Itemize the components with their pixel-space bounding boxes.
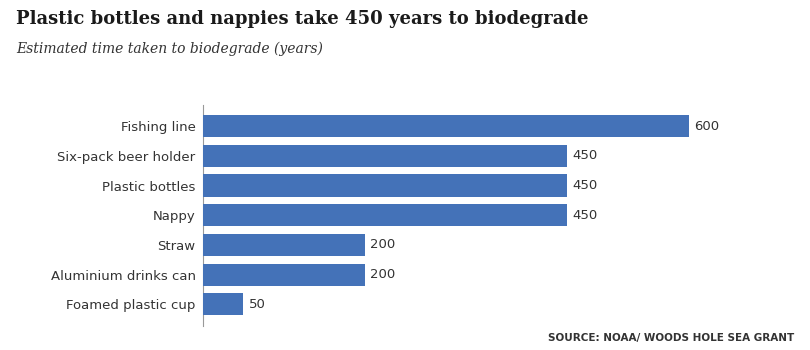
Text: Plastic bottles and nappies take 450 years to biodegrade: Plastic bottles and nappies take 450 yea… [16,10,589,28]
Bar [202,174,567,197]
Bar [202,293,243,315]
Text: 450: 450 [573,149,598,162]
Bar [202,204,567,226]
Bar [202,264,364,286]
Text: 200: 200 [370,268,395,281]
Text: 600: 600 [694,120,719,133]
Bar [202,115,688,137]
Text: SOURCE: NOAA/ WOODS HOLE SEA GRANT: SOURCE: NOAA/ WOODS HOLE SEA GRANT [548,333,794,343]
Text: 450: 450 [573,179,598,192]
Text: Estimated time taken to biodegrade (years): Estimated time taken to biodegrade (year… [16,42,323,56]
Bar [202,145,567,167]
Text: 450: 450 [573,209,598,222]
Text: 50: 50 [249,298,266,311]
Bar [202,234,364,256]
Text: 200: 200 [370,238,395,251]
